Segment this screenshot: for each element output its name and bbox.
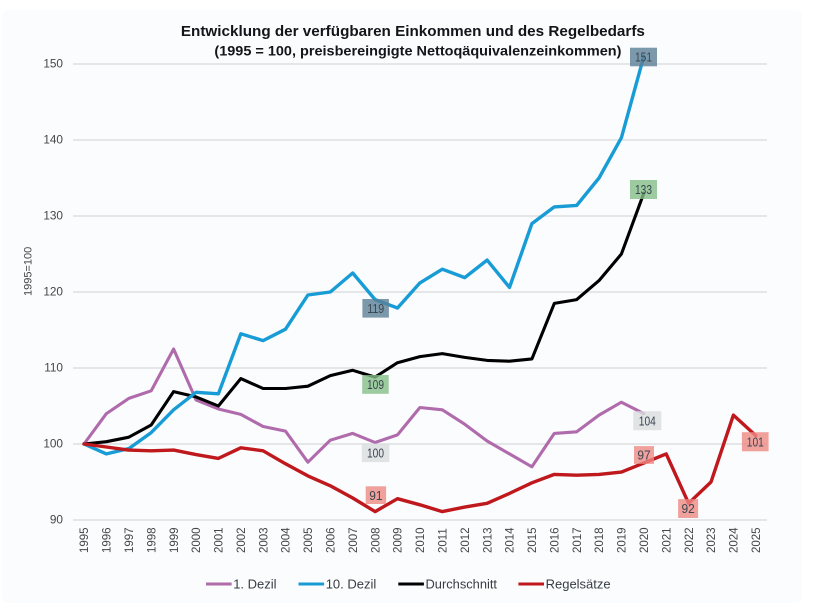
svg-text:2019: 2019 <box>617 527 629 553</box>
svg-text:133: 133 <box>635 182 652 197</box>
svg-text:1997: 1997 <box>124 527 136 553</box>
svg-text:97: 97 <box>637 448 650 463</box>
svg-text:Durchschnitt: Durchschnitt <box>426 577 498 592</box>
svg-text:101: 101 <box>747 434 764 449</box>
svg-text:2006: 2006 <box>326 527 338 553</box>
svg-text:151: 151 <box>635 50 652 65</box>
svg-text:92: 92 <box>681 501 694 516</box>
svg-text:2012: 2012 <box>460 527 472 553</box>
svg-text:2023: 2023 <box>706 527 718 553</box>
svg-text:109: 109 <box>367 377 384 392</box>
svg-text:(1995 = 100, preisbereingigte: (1995 = 100, preisbereingigte Nettoqäqui… <box>214 44 621 59</box>
svg-text:140: 140 <box>43 133 63 147</box>
svg-text:2010: 2010 <box>415 527 427 553</box>
svg-text:100: 100 <box>367 446 384 461</box>
svg-text:2021: 2021 <box>661 527 673 553</box>
svg-text:2022: 2022 <box>684 527 696 553</box>
svg-text:2013: 2013 <box>482 527 494 553</box>
svg-text:120: 120 <box>43 285 63 299</box>
svg-text:2016: 2016 <box>550 527 562 553</box>
svg-text:119: 119 <box>367 301 384 316</box>
svg-text:2005: 2005 <box>303 527 315 553</box>
svg-text:2018: 2018 <box>594 527 606 553</box>
svg-text:2008: 2008 <box>370 527 382 553</box>
svg-text:Entwicklung der verfügbaren Ei: Entwicklung der verfügbaren Einkommen un… <box>181 23 645 40</box>
svg-text:90: 90 <box>50 513 64 527</box>
svg-text:1995: 1995 <box>79 527 91 553</box>
svg-text:1996: 1996 <box>102 527 114 553</box>
svg-text:2000: 2000 <box>191 527 203 553</box>
svg-text:1. Dezil: 1. Dezil <box>233 577 276 592</box>
svg-text:2009: 2009 <box>393 527 405 553</box>
svg-text:10. Dezil: 10. Dezil <box>326 577 377 592</box>
svg-text:Regelsätze: Regelsätze <box>546 577 611 592</box>
svg-text:2015: 2015 <box>527 527 539 553</box>
svg-text:2020: 2020 <box>639 527 651 553</box>
svg-text:2025: 2025 <box>751 527 763 553</box>
svg-text:2014: 2014 <box>505 527 517 553</box>
svg-text:110: 110 <box>44 361 63 375</box>
svg-text:2001: 2001 <box>214 527 226 553</box>
svg-text:100: 100 <box>43 437 63 451</box>
svg-text:2017: 2017 <box>572 527 584 553</box>
svg-text:130: 130 <box>43 209 63 223</box>
svg-text:2007: 2007 <box>348 527 360 553</box>
svg-text:1998: 1998 <box>146 527 158 553</box>
svg-text:1999: 1999 <box>169 527 181 553</box>
svg-text:150: 150 <box>43 57 63 71</box>
svg-text:91: 91 <box>369 488 382 503</box>
svg-text:1995=100: 1995=100 <box>23 247 35 296</box>
svg-text:2024: 2024 <box>729 527 741 553</box>
svg-text:104: 104 <box>639 413 656 428</box>
svg-text:2003: 2003 <box>258 527 270 553</box>
svg-text:2011: 2011 <box>438 528 450 553</box>
svg-text:2002: 2002 <box>236 527 248 553</box>
svg-text:2004: 2004 <box>281 527 293 553</box>
